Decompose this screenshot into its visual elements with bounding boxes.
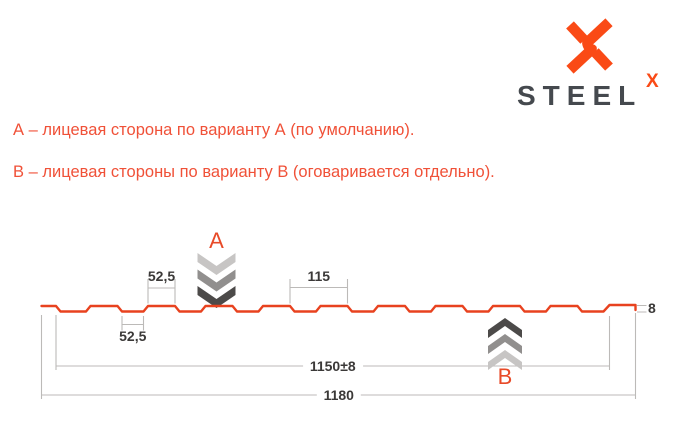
variant-b-arrow-icon xyxy=(488,318,522,370)
dim-cover-width: 1150±8 xyxy=(302,359,363,373)
dim-top-flat-lines xyxy=(147,279,176,304)
dim-overall-width: 1180 xyxy=(316,388,361,402)
sheet-profile-line xyxy=(40,303,637,313)
note-variant-a: А – лицевая сторона по варианту А (по ум… xyxy=(13,121,415,139)
dim-pitch-lines xyxy=(289,279,349,304)
dim-bottom-flat-lines xyxy=(121,316,145,331)
dim-rib-pitch: 115 xyxy=(307,268,331,284)
dim-height-lines xyxy=(637,304,647,313)
variant-a-label: А xyxy=(209,228,224,253)
brand-wordmark-x: X xyxy=(646,71,659,92)
steelx-logo-icon xyxy=(566,18,613,74)
dim-profile-height: 8 xyxy=(648,300,656,316)
brand-wordmark: STEEL xyxy=(517,80,643,111)
variant-a-arrow-icon xyxy=(197,253,236,308)
dim-bottom-flat-width: 52,5 xyxy=(119,328,147,344)
dim-top-flat-width: 52,5 xyxy=(147,268,176,284)
variant-b-label: В xyxy=(497,364,513,389)
x-mark-strokes xyxy=(566,18,613,74)
note-variant-b: В – лицевая стороны по варианту В (огова… xyxy=(13,163,495,181)
